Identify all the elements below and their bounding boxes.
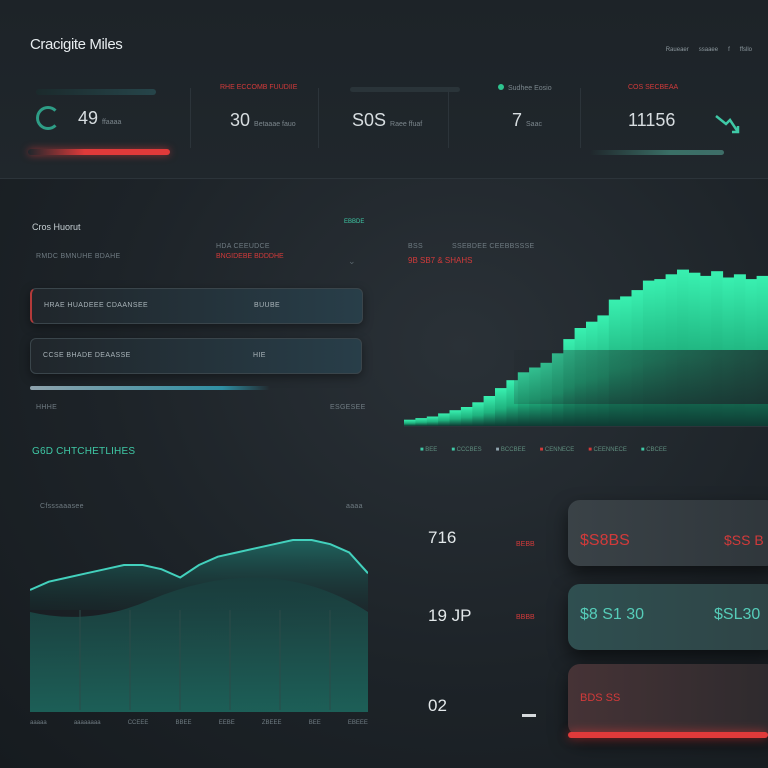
lower-area-fill (30, 577, 368, 712)
x-tick: aaaaa (30, 720, 47, 726)
divider (190, 88, 191, 148)
panel-subtitle-alert: BNGIDEBE BDDDHE (216, 253, 284, 260)
chart-subtitle: aaaa (346, 503, 363, 510)
loading-icon (36, 106, 60, 130)
kpi-unit: ffaaaa (102, 119, 122, 126)
kpi-progress-bar (28, 149, 170, 155)
divider (448, 88, 449, 148)
kpi-label-bar (36, 89, 156, 95)
row-number: 716 (428, 528, 457, 547)
value-card[interactable]: BDS SS (568, 664, 768, 736)
area-chart (404, 269, 768, 426)
panel-title: Cros Huorut (32, 222, 81, 232)
header-link[interactable]: ssaaee (698, 47, 719, 53)
x-tick: CCEEE (127, 720, 149, 726)
kpi-value: 7 (512, 110, 523, 130)
area-bar (415, 418, 428, 426)
x-tick: BBEE (175, 720, 192, 726)
area-bar (438, 413, 451, 426)
form-field[interactable]: HRAE HUADEEE CDAANSEE BUUBE (30, 288, 363, 324)
card-value: BDS SS (580, 692, 621, 704)
x-tick: EEBE (218, 720, 235, 726)
kpi-label: Sudhee Eosio (508, 85, 552, 92)
chart-subtitle: Cfsssaaasee (40, 503, 84, 510)
kpi-unit: Raee ffuaf (390, 121, 423, 128)
dashboard-header: Cracigite Miles Raueaer ssaaee f ffsllo … (0, 0, 768, 179)
kpi-value: 11156 (628, 110, 676, 130)
panel-footer-left: HHHE (36, 404, 58, 411)
area-bar (404, 419, 416, 426)
legend-item[interactable]: ■ CBCEE (640, 447, 667, 453)
chevron-down-icon[interactable]: ⌄ (348, 256, 356, 266)
x-tick: aaaaaaaa (73, 720, 101, 726)
chart-overlay-band (514, 350, 768, 404)
card-progress-bar (568, 732, 768, 738)
form-field[interactable]: CCSE BHADE DEAASSE HIE (30, 338, 362, 374)
kpi-progress-bar (590, 150, 724, 155)
card-value: $8 S1 30 (580, 606, 645, 623)
series-line (30, 539, 368, 591)
form-progress-bar (30, 386, 270, 390)
x-tick: ZBEEE (261, 720, 282, 726)
panel-subtitle: HDA CEEUDCE (216, 243, 270, 250)
kpi-value: S0S (352, 110, 387, 130)
status-dot-icon (498, 84, 504, 90)
card-value-secondary: $SL30 (714, 606, 761, 623)
app-title: Cracigite Miles (30, 36, 123, 53)
legend-item[interactable]: ■ CEENNECE (588, 447, 627, 453)
value-card[interactable]: $8 S1 30 $SL30 (568, 584, 768, 650)
kpi-unit: Saac (526, 121, 542, 128)
value-card[interactable]: $S8BS $SS B (568, 500, 768, 566)
line-chart (30, 539, 368, 712)
divider (318, 88, 319, 148)
row-indicator (522, 714, 536, 717)
area-bar (483, 396, 496, 426)
row-number: 02 (428, 696, 447, 715)
card-value: $S8BS (580, 532, 630, 549)
area-bar (495, 388, 507, 426)
kpi-value: 30 (230, 110, 251, 130)
chart-title: G6D CHTCHETLIHES (32, 446, 136, 457)
kpi-value: 49 (78, 108, 99, 128)
kpi-label: RHE ECCOMB FUUDIIE (220, 84, 298, 91)
card-value-secondary: $SS B (724, 532, 764, 548)
field-label: CCSE BHADE DEAASSE (43, 352, 131, 359)
panel-tag[interactable]: EBBDE (344, 219, 365, 225)
divider (404, 426, 768, 427)
area-bar (426, 416, 439, 426)
area-bar (449, 410, 462, 426)
legend-item[interactable]: ■ CENNECE (539, 447, 575, 453)
kpi-label: COS SECBEAA (628, 84, 679, 91)
header-link[interactable]: ffsllo (739, 47, 752, 53)
kpi-label-bar (350, 87, 460, 92)
panel-footer-right: ESGESEE (330, 404, 366, 411)
chart-legend: ■ BEE ■ CCCBES ■ BCCBEE ■ CENNECE ■ CEEN… (420, 447, 667, 453)
header-link[interactable]: f (728, 47, 730, 53)
field-value: BUUBE (254, 302, 281, 309)
chart-alert-label: 9B SB7 & SHAHS (408, 256, 473, 265)
header-links: Raueaer ssaaee f ffsllo (666, 47, 752, 53)
x-axis-ticks: aaaaa aaaaaaaa CCEEE BBEE EEBE ZBEEE BEE… (30, 720, 368, 726)
field-label: HRAE HUADEEE CDAANSEE (44, 302, 149, 309)
legend-item[interactable]: ■ CCCBES (451, 447, 482, 453)
area-bar (472, 402, 485, 426)
trend-arrow-icon (715, 115, 740, 134)
legend-item[interactable]: ■ BCCBEE (495, 447, 526, 453)
x-tick: BEE (308, 720, 321, 726)
header-link[interactable]: Raueaer (665, 47, 689, 53)
x-tick: EBEEE (347, 720, 368, 726)
chart-legend-subtitle: SSEBDEE CEEBBSSSE (452, 243, 535, 250)
row-tag: BEBB (516, 541, 535, 548)
divider (580, 88, 581, 148)
row-number: 19 JP (428, 606, 472, 625)
panel-subtitle: RMDC BMNUHE BDAHE (36, 253, 121, 260)
area-bar (460, 407, 473, 426)
field-value: HIE (253, 352, 266, 359)
chart-legend-title: BSS (408, 243, 423, 250)
kpi-unit: Betaaae fauo (254, 121, 296, 128)
row-tag: BBBB (516, 614, 535, 621)
legend-item[interactable]: ■ BEE (420, 447, 438, 453)
